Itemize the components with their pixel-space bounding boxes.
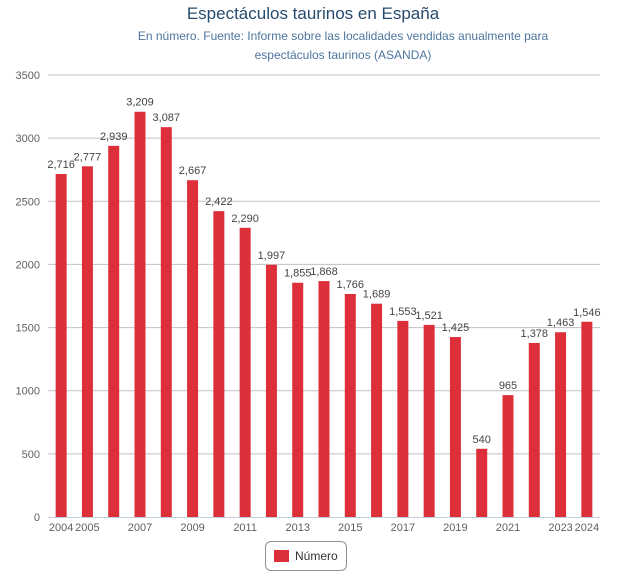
- data-label: 2,716: [47, 159, 75, 171]
- x-tick-label: 2024: [575, 522, 599, 534]
- y-tick-label: 2000: [16, 259, 40, 271]
- subtitle-line: espectáculos taurinos (ASANDA): [254, 48, 432, 62]
- legend-label-numero: Número: [295, 549, 338, 563]
- bar-2020[interactable]: [476, 448, 488, 517]
- x-axis-tick-labels: 2004 2005 2007 2009 2011 2013 2015 2017 2019 2021…: [49, 522, 599, 534]
- y-tick-label: 1500: [16, 323, 40, 335]
- bar-2023[interactable]: [555, 332, 567, 517]
- bar-2019[interactable]: [449, 337, 461, 517]
- bar-2007[interactable]: [134, 111, 146, 517]
- data-label: 3,209: [126, 97, 154, 109]
- bar-2011[interactable]: [239, 227, 251, 517]
- data-label: 1,463: [547, 317, 575, 329]
- legend-swatch: [274, 550, 289, 562]
- subtitle-line: En número. Fuente: Informe sobre las loc…: [137, 29, 549, 43]
- bar-series[interactable]: [55, 111, 593, 518]
- data-label: 2,422: [205, 196, 233, 208]
- bar-2006[interactable]: [108, 145, 120, 517]
- data-label: 1,378: [521, 328, 549, 340]
- bar-2009[interactable]: [187, 180, 199, 518]
- data-label: 1,997: [258, 250, 286, 262]
- y-tick-label: 3000: [16, 133, 40, 145]
- y-tick-label: 0: [34, 512, 40, 524]
- bar-2005[interactable]: [81, 166, 93, 517]
- bar-2014[interactable]: [318, 281, 330, 517]
- bar-2013[interactable]: [292, 282, 304, 517]
- data-label: 1,546: [573, 307, 601, 319]
- x-tick-label: 2005: [75, 522, 99, 534]
- data-label: 1,855: [284, 268, 312, 280]
- bar-2018[interactable]: [423, 324, 435, 517]
- bar-2004[interactable]: [55, 174, 67, 517]
- data-label: 1,766: [337, 279, 365, 291]
- bar-2021[interactable]: [502, 395, 514, 517]
- y-tick-label: 3500: [16, 70, 40, 82]
- x-tick-label: 2009: [180, 522, 204, 534]
- x-tick-label: 2017: [391, 522, 415, 534]
- bar-2016[interactable]: [371, 303, 383, 517]
- x-tick-label: 2021: [496, 522, 520, 534]
- y-axis-tick-labels: 0 500 1000 1500 2000 2500 3000 3500: [16, 70, 40, 524]
- legend[interactable]: Número: [265, 541, 347, 571]
- chart-title: Espectáculos taurinos en España: [186, 4, 440, 23]
- data-label: 1,521: [415, 310, 443, 322]
- data-label: 2,290: [231, 213, 259, 225]
- bar-2008[interactable]: [160, 127, 172, 517]
- x-tick-label: 2007: [128, 522, 152, 534]
- data-label: 2,777: [74, 151, 102, 163]
- bar-2012[interactable]: [265, 264, 277, 517]
- bar-2010[interactable]: [213, 211, 225, 518]
- bar-2022[interactable]: [528, 342, 540, 517]
- y-tick-label: 500: [22, 449, 40, 461]
- data-label: 540: [473, 434, 491, 446]
- x-tick-label: 2004: [49, 522, 73, 534]
- chart-subtitle: En número. Fuente: Informe sobre las loc…: [120, 27, 566, 65]
- data-label: 3,087: [153, 112, 181, 124]
- x-tick-label: 2015: [338, 522, 362, 534]
- data-label: 2,667: [179, 165, 207, 177]
- y-tick-label: 1000: [16, 386, 40, 398]
- y-tick-label: 2500: [16, 196, 40, 208]
- x-tick-label: 2011: [233, 522, 257, 534]
- data-label: 2,939: [100, 131, 128, 143]
- data-label: 1,689: [363, 289, 391, 301]
- data-label: 965: [499, 380, 517, 392]
- data-label: 1,868: [310, 266, 338, 278]
- x-tick-label: 2023: [548, 522, 572, 534]
- bar-2024[interactable]: [581, 321, 593, 517]
- data-label: 1,425: [442, 322, 470, 334]
- bar-2015[interactable]: [344, 293, 356, 517]
- x-tick-label: 2013: [285, 522, 309, 534]
- x-tick-label: 2019: [443, 522, 467, 534]
- bar-2017[interactable]: [397, 320, 409, 517]
- data-label: 1,553: [389, 306, 417, 318]
